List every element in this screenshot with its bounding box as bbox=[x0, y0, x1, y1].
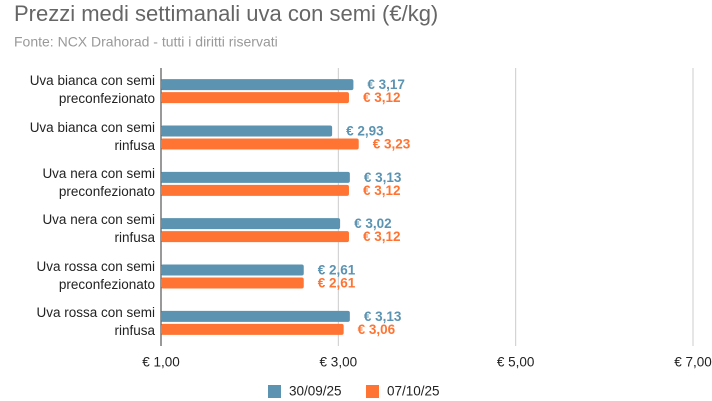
bar bbox=[161, 264, 304, 276]
chart-subtitle: Fonte: NCX Drahorad - tutti i diritti ri… bbox=[14, 34, 278, 50]
bar bbox=[161, 125, 333, 137]
bar bbox=[161, 138, 359, 150]
bar bbox=[161, 323, 344, 335]
bar bbox=[161, 184, 349, 196]
value-label: € 3,13 bbox=[364, 170, 402, 185]
bar bbox=[161, 92, 349, 104]
bar bbox=[161, 79, 354, 91]
legend-swatch bbox=[268, 385, 281, 398]
y-tick-label: Uva bianca con semi preconfezionato bbox=[29, 73, 155, 107]
value-label: € 3,02 bbox=[354, 216, 392, 231]
value-label: € 2,93 bbox=[346, 124, 384, 139]
y-tick-label: Uva rossa con semi preconfezionato bbox=[36, 258, 155, 292]
x-tick-label: € 7,00 bbox=[674, 355, 712, 370]
bar bbox=[161, 218, 341, 230]
legend-swatch bbox=[366, 385, 379, 398]
chart-title: Prezzi medi settimanali uva con semi (€/… bbox=[14, 1, 438, 26]
y-tick-label: Uva rossa con semi rinfusa bbox=[36, 304, 155, 338]
value-label: € 2,61 bbox=[318, 276, 356, 291]
y-tick-label: Uva bianca con semi rinfusa bbox=[29, 119, 155, 153]
value-label: € 3,13 bbox=[364, 309, 402, 324]
bar bbox=[161, 171, 350, 183]
value-label: € 2,61 bbox=[318, 263, 356, 278]
value-label: € 3,06 bbox=[358, 322, 396, 337]
x-tick-label: € 3,00 bbox=[320, 355, 358, 370]
y-tick-label: Uva nera con semi preconfezionato bbox=[42, 165, 155, 199]
legend-label: 30/09/25 bbox=[289, 384, 342, 399]
bar bbox=[161, 277, 304, 289]
legend-label: 07/10/25 bbox=[387, 384, 440, 399]
bar bbox=[161, 231, 349, 243]
value-label: € 3,12 bbox=[363, 229, 401, 244]
x-tick-label: € 1,00 bbox=[142, 355, 180, 370]
x-tick-label: € 5,00 bbox=[497, 355, 535, 370]
y-tick-label: Uva nera con semi rinfusa bbox=[42, 212, 155, 246]
bar bbox=[161, 310, 350, 322]
value-label: € 3,12 bbox=[363, 90, 401, 105]
value-label: € 3,12 bbox=[363, 183, 401, 198]
value-label: € 3,17 bbox=[367, 77, 405, 92]
value-label: € 3,23 bbox=[373, 137, 411, 152]
